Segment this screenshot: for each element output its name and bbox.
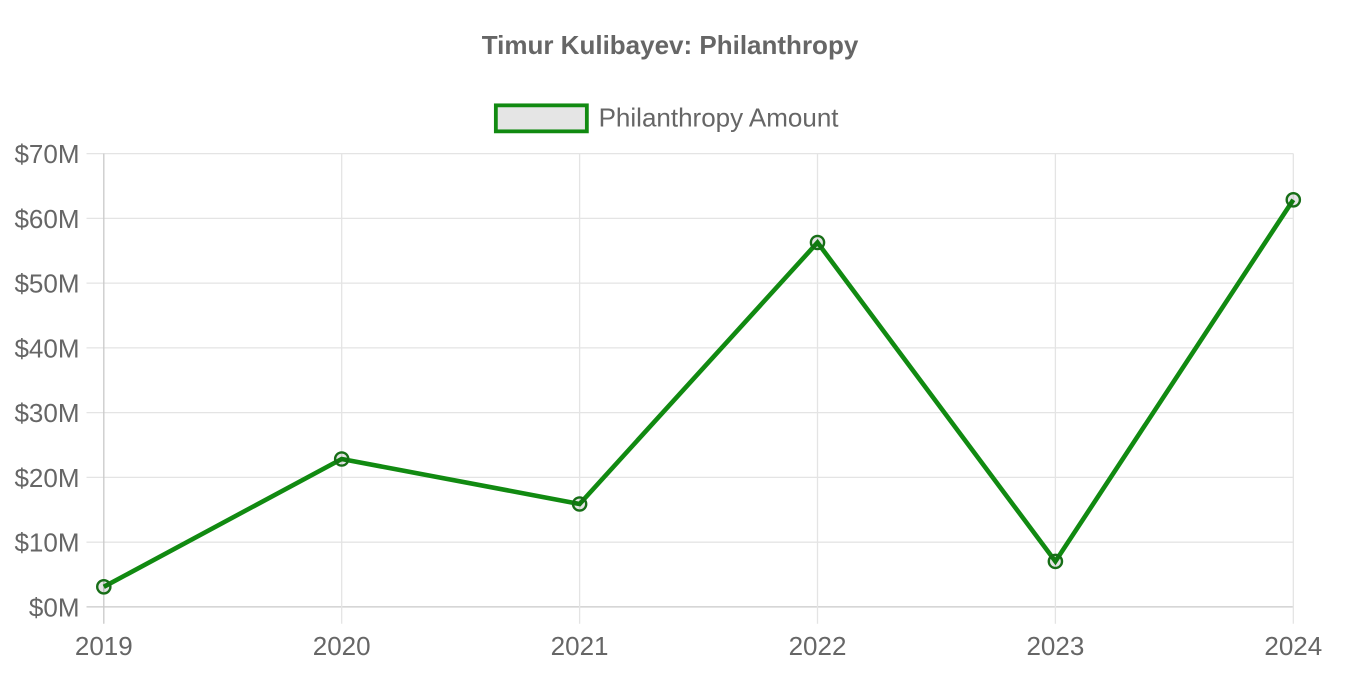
svg-text:$30M: $30M (14, 398, 79, 428)
svg-text:2024: 2024 (1264, 631, 1322, 661)
svg-text:Timur Kulibayev: Philanthropy: Timur Kulibayev: Philanthropy (482, 30, 859, 60)
svg-text:$50M: $50M (14, 269, 79, 299)
svg-text:2022: 2022 (789, 631, 847, 661)
svg-text:Philanthropy Amount: Philanthropy Amount (599, 103, 840, 133)
svg-text:$20M: $20M (14, 463, 79, 493)
svg-text:2021: 2021 (551, 631, 609, 661)
svg-text:$40M: $40M (14, 333, 79, 363)
svg-text:$60M: $60M (14, 204, 79, 234)
svg-text:$70M: $70M (14, 139, 79, 169)
svg-text:$10M: $10M (14, 528, 79, 558)
svg-text:$0M: $0M (29, 592, 80, 622)
svg-text:2019: 2019 (75, 631, 133, 661)
svg-text:2023: 2023 (1026, 631, 1084, 661)
svg-text:2020: 2020 (313, 631, 371, 661)
